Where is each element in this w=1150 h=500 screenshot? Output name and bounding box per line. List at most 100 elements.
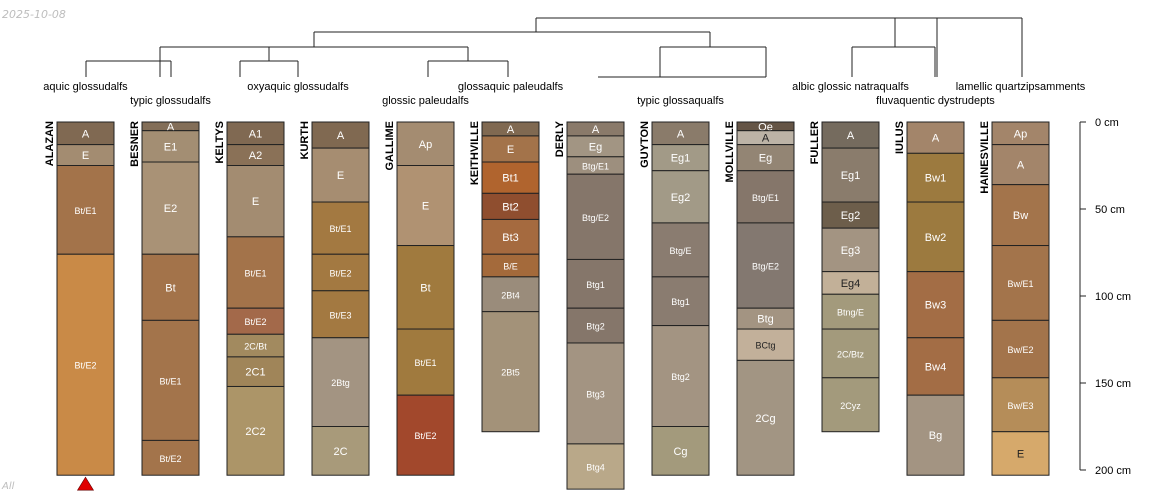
profile-name: IULUS xyxy=(894,121,906,154)
horizon-label: Btg1 xyxy=(671,297,690,307)
horizon-keithville-e xyxy=(481,135,540,163)
horizon-label: Ap xyxy=(419,139,432,151)
horizon-iulus-bw1 xyxy=(906,152,965,203)
horizon-iulus-a xyxy=(906,121,965,154)
horizon-fuller-2cyz xyxy=(821,377,880,433)
horizon-label: Bt1 xyxy=(502,173,519,185)
truncation-marker xyxy=(76,476,95,491)
horizon-gallime-bt-e2 xyxy=(396,394,455,476)
horizon-gallime-ap xyxy=(396,121,455,166)
horizon-besner-bt xyxy=(141,253,200,321)
horizon-label: Btng/E xyxy=(837,308,864,318)
horizon-fuller-eg2 xyxy=(821,201,880,229)
horizon-kurth-bt-e1 xyxy=(311,201,370,255)
horizon-fuller-eg1 xyxy=(821,147,880,203)
horizon-label: Eg1 xyxy=(841,170,861,182)
horizon-hainesville-bw-e1 xyxy=(991,245,1050,321)
horizon-label: Ap xyxy=(1014,128,1027,140)
corner-label: All xyxy=(2,481,15,492)
horizon-kurth-2c xyxy=(311,426,370,476)
profile-name: FULLER xyxy=(809,121,821,164)
horizon-label: Btg2 xyxy=(671,372,690,382)
horizon-mollville-btg-e1 xyxy=(736,170,795,224)
horizon-label: 2Bt4 xyxy=(501,290,520,300)
horizon-label: A xyxy=(507,124,515,136)
horizon-label: 2Bt5 xyxy=(501,368,520,378)
horizon-hainesville-bw-e3 xyxy=(991,377,1050,433)
profile-name: KURTH xyxy=(299,121,311,160)
horizon-kurth-2btg xyxy=(311,337,370,428)
horizon-label: A xyxy=(677,128,685,140)
profile-name: BESNER xyxy=(129,121,141,167)
group-label-glossic-paleudalfs: glossic paleudalfs xyxy=(382,95,469,107)
horizon-label: Bt/E2 xyxy=(159,454,181,464)
horizon-label: E xyxy=(1017,448,1024,460)
horizon-label: A xyxy=(337,130,345,142)
horizon-label: Bw3 xyxy=(925,300,946,312)
profile-keltys: KELTYS A1 A2 E Bt/E1 Bt/E2 2C/Bt 2C1 2C2 xyxy=(214,121,285,476)
horizon-guyton-btg1 xyxy=(651,276,710,327)
horizon-label: Bg xyxy=(929,430,942,442)
depth-tick-label: 0 cm xyxy=(1095,117,1119,129)
horizon-derly-btg2 xyxy=(566,307,625,344)
horizon-label: A xyxy=(847,130,855,142)
horizon-hainesville-e xyxy=(991,431,1050,476)
horizon-keltys-2c1 xyxy=(226,356,285,387)
profile-fuller: FULLER A Eg1 Eg2 Eg3 Eg4 Btng/E 2C/Btz 2Cyz xyxy=(809,121,880,433)
profile-name: GUYTON xyxy=(639,121,651,168)
horizon-guyton-eg1 xyxy=(651,144,710,172)
horizon-label: E xyxy=(507,144,514,156)
group-label-fluvaquentic-dystrudepts: fluvaquentic dystrudepts xyxy=(876,95,995,107)
horizon-label: Eg2 xyxy=(841,210,861,222)
horizon-mollville-2cg xyxy=(736,359,795,476)
horizon-besner-e1 xyxy=(141,130,200,163)
horizon-label: Eg3 xyxy=(841,245,861,257)
horizon-label: 2C2 xyxy=(245,426,265,438)
horizon-label: A xyxy=(1017,160,1025,172)
profile-name: KELTYS xyxy=(214,121,226,164)
horizon-label: Btg/E2 xyxy=(752,262,779,272)
horizon-label: Bw1 xyxy=(925,173,946,185)
horizon-label: 2Btg xyxy=(331,378,350,388)
horizon-label: E xyxy=(422,201,429,213)
horizon-label: Bt/E1 xyxy=(244,269,266,279)
horizon-label: Bt/E1 xyxy=(74,206,96,216)
horizon-label: Btg/E1 xyxy=(752,193,779,203)
horizon-keithville-2bt5 xyxy=(481,311,540,433)
horizon-alazan-bt-e1 xyxy=(56,165,115,255)
horizon-label: Bt xyxy=(165,282,175,294)
depth-axis: 0 cm 50 cm 100 cm 150 cm 200 cm xyxy=(1079,117,1131,477)
profile-alazan: ALAZAN AE Bt/E1 Bt/E2 xyxy=(44,121,115,491)
horizon-label: Bw xyxy=(1013,210,1028,222)
profile-name: MOLLVILLE xyxy=(724,121,736,183)
horizon-keltys-bt-e1 xyxy=(226,236,285,309)
profile-iulus: IULUS A Bw1 Bw2 Bw3 Bw4 Bg xyxy=(894,121,965,476)
horizon-label: Btg/E xyxy=(669,246,691,256)
group-label-typic-glossaqualfs: typic glossaqualfs xyxy=(637,95,724,107)
horizon-label: 2Cyz xyxy=(840,401,861,411)
profile-name: HAINESVILLE xyxy=(979,121,991,194)
horizon-guyton-eg2 xyxy=(651,170,710,224)
horizon-label: A xyxy=(82,128,90,140)
horizon-label: 2C xyxy=(333,446,347,458)
group-label-lamellic-quartzipsamments: lamellic quartzipsamments xyxy=(956,81,1086,93)
horizon-label: A1 xyxy=(249,128,262,140)
horizon-label: Bt/E1 xyxy=(414,358,436,368)
horizon-fuller-btng-e xyxy=(821,293,880,330)
horizon-iulus-bg xyxy=(906,394,965,476)
horizon-alazan-bt-e2 xyxy=(56,253,115,476)
profile-keithville: KEITHVILLE AE Bt1 Bt2 Bt3 B/E 2Bt4 2Bt5 xyxy=(469,121,540,433)
group-label-albic-glossic-natraqualfs: albic glossic natraqualfs xyxy=(792,81,909,93)
horizon-label: Bt/E2 xyxy=(244,317,266,327)
horizon-label: Bw2 xyxy=(925,232,946,244)
horizon-label: Cg xyxy=(673,446,687,458)
horizon-iulus-bw4 xyxy=(906,337,965,396)
horizon-derly-btg4 xyxy=(566,443,625,490)
horizon-label: Btg3 xyxy=(586,389,605,399)
group-label-aquic-glossudalfs: aquic glossudalfs xyxy=(43,81,128,93)
horizon-guyton-cg xyxy=(651,426,710,476)
horizon-label: Bt/E2 xyxy=(414,431,436,441)
depth-tick-label: 200 cm xyxy=(1095,465,1131,477)
